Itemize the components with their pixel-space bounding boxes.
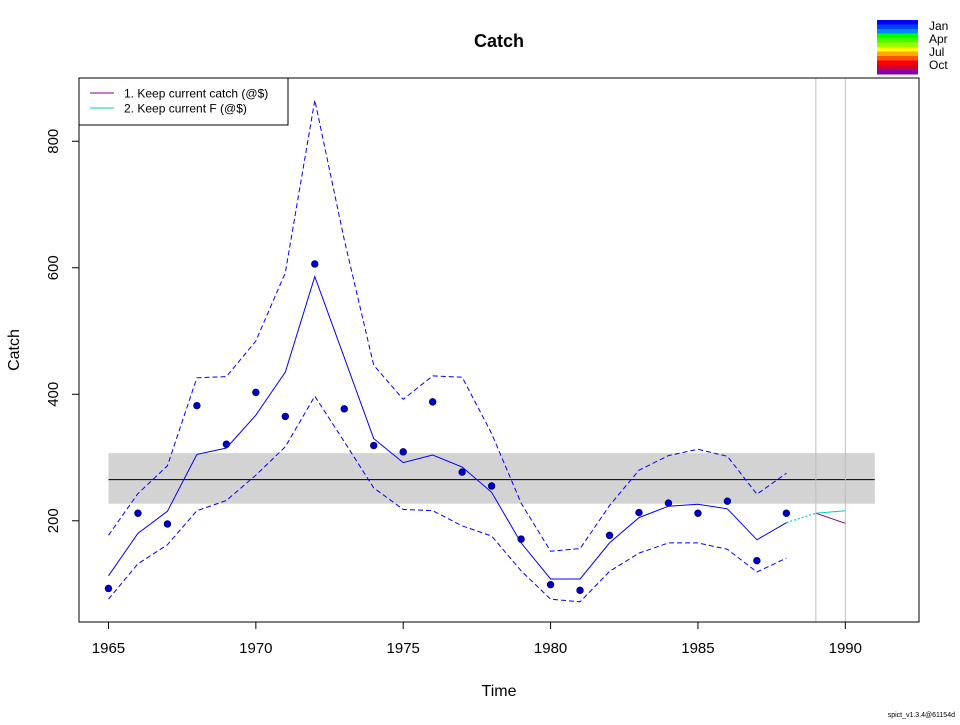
- observed-point: [370, 441, 378, 450]
- observed-point: [281, 412, 290, 421]
- observed-point: [458, 468, 466, 476]
- y-axis-label: Catch: [6, 329, 23, 371]
- observed-point: [134, 509, 142, 517]
- observed-point: [428, 398, 437, 406]
- legend-label-2: 2. Keep current F (@$): [124, 102, 247, 116]
- observed-point: [340, 405, 348, 413]
- season-color-segment: [877, 56, 918, 61]
- season-color-segment: [877, 33, 918, 39]
- observed-point: [193, 401, 201, 410]
- season-label-jul: Jul: [929, 45, 944, 59]
- observed-point: [723, 497, 732, 505]
- plot-frame: [78, 77, 920, 623]
- legend-layer: 1. Keep current catch (@$)2. Keep curren…: [78, 77, 289, 126]
- observed-point: [517, 535, 525, 543]
- fitted-catch-line: [108, 275, 787, 580]
- series-lines-layer: [108, 99, 846, 603]
- x-tick-label-1975: 1975: [387, 640, 420, 657]
- observed-point: [222, 440, 231, 448]
- season-color-segment: [877, 24, 918, 30]
- y-tick-label-600: 600: [45, 255, 62, 280]
- observed-point: [252, 388, 260, 397]
- season-label-apr: Apr: [929, 32, 948, 46]
- observed-point: [487, 482, 496, 490]
- season-color-segment: [877, 65, 918, 70]
- season-label-jan: Jan: [929, 19, 948, 33]
- season-label-oct: Oct: [929, 58, 948, 72]
- msy-band-layer: [108, 78, 875, 622]
- msy-band: [108, 453, 875, 504]
- season-color-segment: [877, 47, 918, 52]
- observed-point: [605, 531, 614, 540]
- observed-point: [163, 520, 172, 528]
- season-color-segment: [877, 60, 918, 66]
- observed-point: [399, 448, 407, 456]
- x-tick-label-1980: 1980: [534, 640, 567, 657]
- y-tick-label-200: 200: [45, 508, 62, 533]
- observed-point: [753, 556, 761, 565]
- observed-point: [311, 260, 319, 268]
- scenario-line-2: [815, 510, 846, 514]
- season-color-segment: [877, 38, 918, 43]
- season-color-segment: [877, 51, 918, 57]
- axes-layer: 1965 1970 1975 1980 1985 1990 200 400 600 800: [45, 77, 920, 657]
- observed-point: [104, 584, 113, 593]
- text-layer: Catch Time Catch spict_v1.3.4@61154d: [6, 31, 955, 719]
- fitted-lower-ci-line: [108, 395, 787, 603]
- observed-point: [635, 508, 643, 517]
- x-axis-label: Time: [482, 683, 517, 700]
- projection-dotted-line: [786, 512, 816, 524]
- observed-point: [782, 509, 791, 517]
- y-tick-label-800: 800: [45, 129, 62, 154]
- observed-point: [664, 499, 673, 507]
- y-tick-label-400: 400: [45, 382, 62, 407]
- x-tick-label-1990: 1990: [829, 640, 862, 657]
- observed-point: [576, 586, 584, 595]
- footer-version: spict_v1.3.4@61154d: [888, 712, 955, 719]
- observed-point: [546, 580, 555, 589]
- season-color-segment: [877, 20, 918, 25]
- legend-label-1: 1. Keep current catch (@$): [124, 87, 268, 101]
- legend-box: [78, 77, 289, 126]
- x-tick-label-1970: 1970: [239, 640, 272, 657]
- x-tick-label-1965: 1965: [92, 640, 125, 657]
- observed-point: [694, 509, 702, 517]
- season-color-segment: [877, 69, 918, 75]
- x-tick-label-1985: 1985: [681, 640, 714, 657]
- fitted-upper-ci-line: [108, 99, 787, 552]
- observed-points-layer: [104, 260, 791, 595]
- season-color-segment: [877, 29, 918, 34]
- chart-title: Catch: [474, 31, 524, 51]
- season-color-segment: [877, 42, 918, 48]
- scenario-line-1: [815, 512, 846, 524]
